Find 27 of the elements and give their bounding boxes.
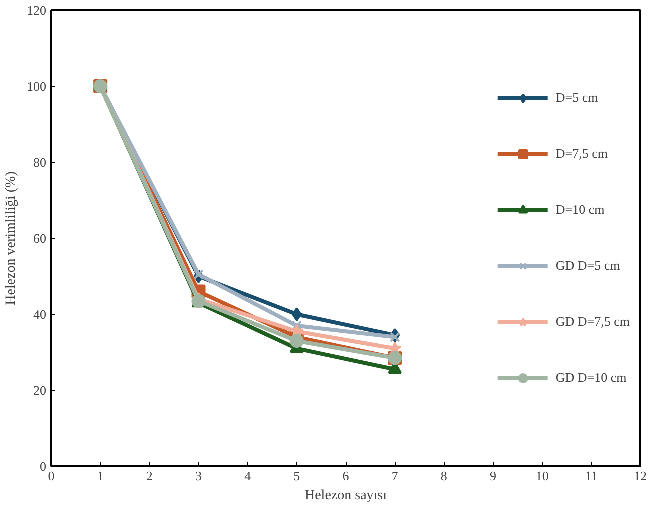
y-tick-label: 20 [34,383,46,398]
x-tick-label: 9 [490,468,496,484]
y-axis-title: Helezon verimliliği (%) [4,171,19,306]
x-tick-label: 1 [97,468,104,484]
x-tick-label: 7 [392,468,399,484]
y-tick-label: 40 [34,307,46,322]
x-tick-label: 4 [244,468,252,484]
y-tick-label: 60 [34,231,46,246]
legend-label: D=5 cm [556,90,598,106]
x-tick-label: 8 [440,468,448,484]
y-tick-label: 0 [40,459,46,474]
x-axis-title: Helezon sayısı [304,488,388,504]
y-tick-label: 120 [27,3,46,18]
x-tick-label: 6 [342,468,350,484]
legend-label: D=7,5 cm [556,146,608,162]
x-tick-label: 10 [536,468,549,484]
legend-label: D=10 cm [556,202,605,218]
x-tick-label: 11 [585,468,598,484]
x-tick-label: 3 [196,468,202,484]
y-tick-label: 80 [34,155,46,170]
legend-label: GD D=10 cm [556,370,627,386]
x-tick-label: 2 [146,468,153,484]
x-tick-label: 12 [634,468,647,484]
y-tick-label: 100 [27,79,46,94]
x-tick-label: 5 [294,468,300,484]
legend-label: GD D=5 cm [556,258,620,274]
legend-label: GD D=7,5 cm [556,314,630,330]
